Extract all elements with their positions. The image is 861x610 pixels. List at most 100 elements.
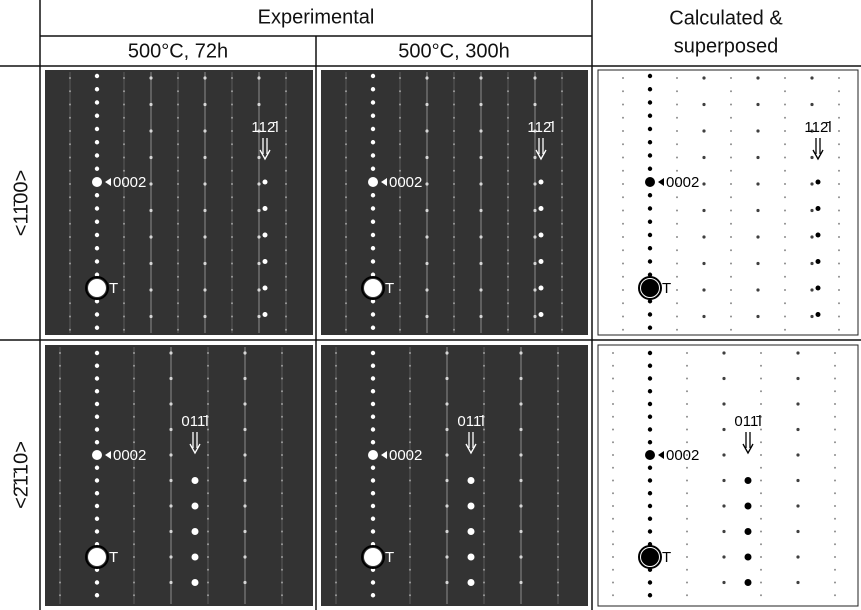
spot <box>409 594 411 597</box>
spot <box>231 130 233 132</box>
spot <box>686 415 688 418</box>
spot <box>207 568 209 571</box>
spot <box>702 288 706 292</box>
spot <box>69 315 71 318</box>
spot <box>730 90 732 93</box>
spot <box>760 454 762 456</box>
spot <box>370 401 376 407</box>
spot <box>94 503 100 509</box>
spot <box>756 314 760 319</box>
spot <box>756 235 760 239</box>
spot-label: 0002 <box>113 447 146 464</box>
spot <box>281 530 283 533</box>
spot <box>483 403 485 405</box>
spot <box>69 103 71 106</box>
spot <box>686 505 688 507</box>
spot <box>533 261 537 266</box>
spot <box>760 428 762 431</box>
spot <box>59 454 61 456</box>
spot <box>207 517 209 520</box>
spot <box>453 183 455 185</box>
spot <box>69 289 71 291</box>
spot <box>561 315 563 318</box>
spot <box>257 235 261 239</box>
spot <box>784 302 786 305</box>
spot <box>203 288 207 292</box>
spot <box>409 428 411 431</box>
spot <box>730 183 732 185</box>
row-label: <11̄00> <box>10 170 32 236</box>
spot <box>507 236 509 238</box>
spot <box>69 143 71 146</box>
spot <box>557 556 559 558</box>
spot <box>59 441 61 444</box>
spot <box>834 352 836 354</box>
arrow-head <box>189 443 201 455</box>
streak <box>345 72 347 333</box>
spot <box>744 579 752 586</box>
spot <box>479 76 483 80</box>
spot <box>207 441 209 444</box>
spot <box>561 302 563 305</box>
spot <box>834 556 836 558</box>
spot <box>94 166 100 171</box>
streak <box>133 347 135 604</box>
spot <box>94 113 100 118</box>
spot <box>281 479 283 482</box>
spot <box>784 143 786 146</box>
spot <box>425 314 429 319</box>
spot <box>760 352 762 354</box>
spot <box>345 143 347 146</box>
spot <box>123 183 125 185</box>
spot <box>243 376 247 381</box>
spot <box>784 315 786 318</box>
spot <box>815 312 821 317</box>
spot <box>207 415 209 418</box>
spot <box>94 491 100 496</box>
origin-label: T <box>109 280 118 297</box>
spot <box>191 502 199 510</box>
diffraction-panel: T 0002 112̄l <box>597 69 859 336</box>
spot <box>69 156 71 159</box>
spot <box>730 196 732 199</box>
spot <box>335 466 337 469</box>
arrow-label: 112̄l <box>527 119 554 136</box>
spot <box>784 262 786 265</box>
spot <box>335 594 337 597</box>
spot <box>399 249 401 252</box>
spot <box>834 428 836 431</box>
spot <box>425 288 429 292</box>
spot <box>123 328 125 331</box>
spot <box>744 502 752 510</box>
spot <box>561 103 563 106</box>
spot <box>612 454 614 456</box>
spot <box>335 479 337 482</box>
spot <box>538 232 544 238</box>
spot <box>453 103 455 106</box>
spot <box>483 568 485 571</box>
spot <box>784 289 786 291</box>
spot <box>479 261 483 266</box>
spot <box>810 182 814 186</box>
spot <box>760 441 762 444</box>
spot <box>207 352 209 354</box>
origin-label: T <box>385 549 394 566</box>
spot <box>177 130 179 132</box>
spot <box>483 377 485 380</box>
spot <box>838 169 840 172</box>
spot <box>133 466 135 469</box>
spot <box>519 402 523 406</box>
spot <box>335 352 337 354</box>
spot <box>281 352 283 354</box>
spot <box>519 427 523 432</box>
spot <box>730 328 732 331</box>
spot <box>177 209 179 212</box>
spot <box>257 314 261 319</box>
spot <box>557 581 559 584</box>
spot-label: 0002 <box>666 174 699 191</box>
spot <box>676 302 678 305</box>
spot <box>533 288 537 292</box>
spot <box>335 441 337 444</box>
streak <box>534 72 536 333</box>
spot <box>557 479 559 482</box>
